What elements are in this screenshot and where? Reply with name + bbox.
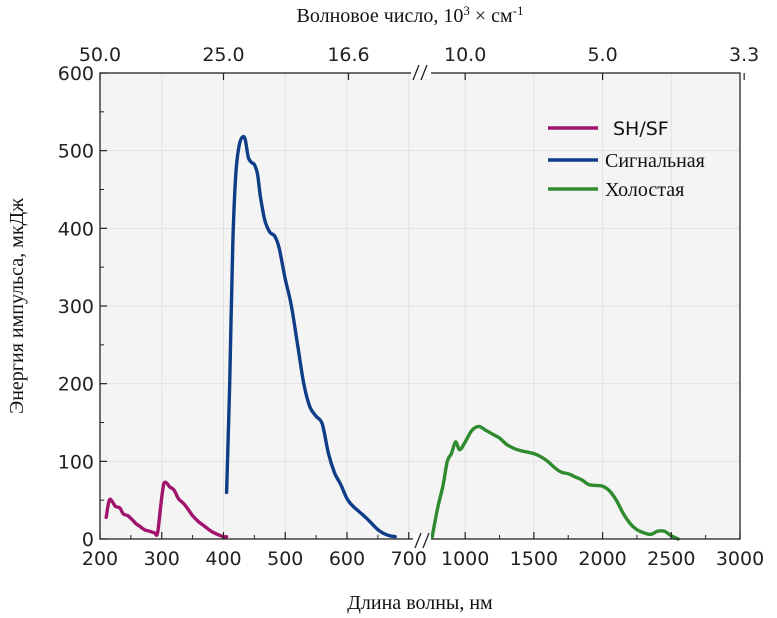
legend-label-idler: Холостая (605, 179, 684, 201)
top-tick-label: 16.6 (327, 44, 369, 66)
top-tick-label: 10.0 (444, 44, 486, 66)
x-tick-label: 200 (82, 548, 118, 570)
x-tick-label: 2500 (647, 548, 695, 570)
y-tick-label: 400 (58, 218, 94, 240)
grid-lines (100, 73, 740, 539)
axes-layer: 0 100 200 300 400 500 600 200 300 400 500 600 700 100… (58, 44, 764, 570)
legend-label-sh-sf: SH/SF (613, 118, 669, 140)
top-tick-label: 50.0 (79, 44, 121, 66)
x-tick-label: 3000 (716, 548, 764, 570)
series-line-2 (430, 424, 680, 541)
y-tick-label: 500 (58, 141, 94, 163)
y-tick-label: 600 (58, 63, 94, 85)
axis-break-top (411, 64, 431, 81)
y-tick-label: 200 (58, 374, 94, 396)
x-axis-title: Длина волны, нм (347, 592, 493, 614)
legend-label-signal: Сигнальная (605, 150, 705, 172)
series-layer (104, 134, 680, 541)
axis-break-bottom (413, 532, 431, 549)
x-tick-label: 300 (144, 548, 180, 570)
top-axis-title: Волновое число, 103 × см-1 (297, 3, 524, 27)
y-tick-label: 100 (58, 451, 94, 473)
x-tick-label: 600 (329, 548, 365, 570)
y-axis-title: Энергия импульса, мкДж (6, 198, 28, 414)
x-tick-label: 400 (205, 548, 241, 570)
x-tick-label: 500 (267, 548, 303, 570)
top-tick-label: 25.0 (202, 44, 244, 66)
top-tick-label: 5.0 (587, 44, 617, 66)
y-tick-label: 0 (82, 529, 94, 551)
x-tick-label: 1500 (510, 548, 558, 570)
top-tick-label: 3.3 (729, 44, 759, 66)
series-line-0 (104, 480, 229, 539)
x-tick-label: 1000 (441, 548, 489, 570)
legend: SH/SF Сигнальная Холостая (548, 118, 705, 201)
series-line-1 (224, 134, 397, 539)
x-tick-label: 2000 (578, 548, 626, 570)
x-tick-label: 700 (391, 548, 427, 570)
y-tick-label: 300 (58, 296, 94, 318)
